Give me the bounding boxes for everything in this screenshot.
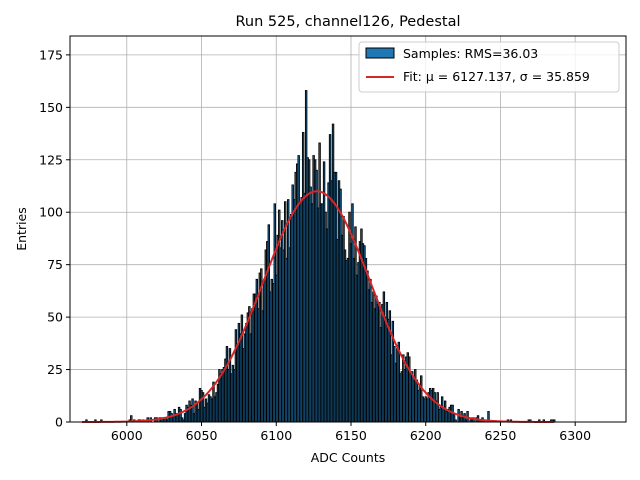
x-axis-ticks: 6000 6050 6100 6150 6200 6250 6300 <box>111 422 591 443</box>
x-tick-label: 6050 <box>186 428 218 443</box>
legend-samples-swatch <box>365 47 395 59</box>
x-tick-label: 6000 <box>111 428 143 443</box>
x-axis-label: ADC Counts <box>311 450 386 465</box>
y-tick-label: 0 <box>55 415 63 430</box>
y-tick-label: 25 <box>47 362 63 377</box>
plot-frame <box>69 35 627 423</box>
legend-samples-label: Samples: RMS=36.03 <box>403 46 538 61</box>
grid-lines <box>70 36 626 423</box>
x-tick-label: 6100 <box>260 428 292 443</box>
y-tick-label: 100 <box>39 205 63 220</box>
y-tick-label: 50 <box>47 310 63 325</box>
legend-box <box>358 41 620 93</box>
y-axis-ticks: 0 25 50 75 100 125 150 175 <box>39 47 70 430</box>
histogram-bars <box>85 90 556 423</box>
legend-fit-label: Fit: μ = 6127.137, σ = 35.859 <box>403 69 590 84</box>
y-tick-label: 150 <box>39 100 63 115</box>
y-tick-label: 75 <box>47 257 63 272</box>
x-tick-label: 6200 <box>410 428 442 443</box>
chart-title: Run 525, channel126, Pedestal <box>235 14 460 30</box>
legend: Samples: RMS=36.03 Fit: μ = 6127.137, σ … <box>358 41 620 93</box>
y-axis-label: Entries <box>14 207 29 251</box>
x-tick-label: 6250 <box>485 428 517 443</box>
x-tick-label: 6150 <box>335 428 367 443</box>
gaussian-fit-curve <box>81 190 555 423</box>
x-tick-label: 6300 <box>559 428 591 443</box>
y-tick-label: 175 <box>39 47 63 62</box>
y-tick-label: 125 <box>39 152 63 167</box>
